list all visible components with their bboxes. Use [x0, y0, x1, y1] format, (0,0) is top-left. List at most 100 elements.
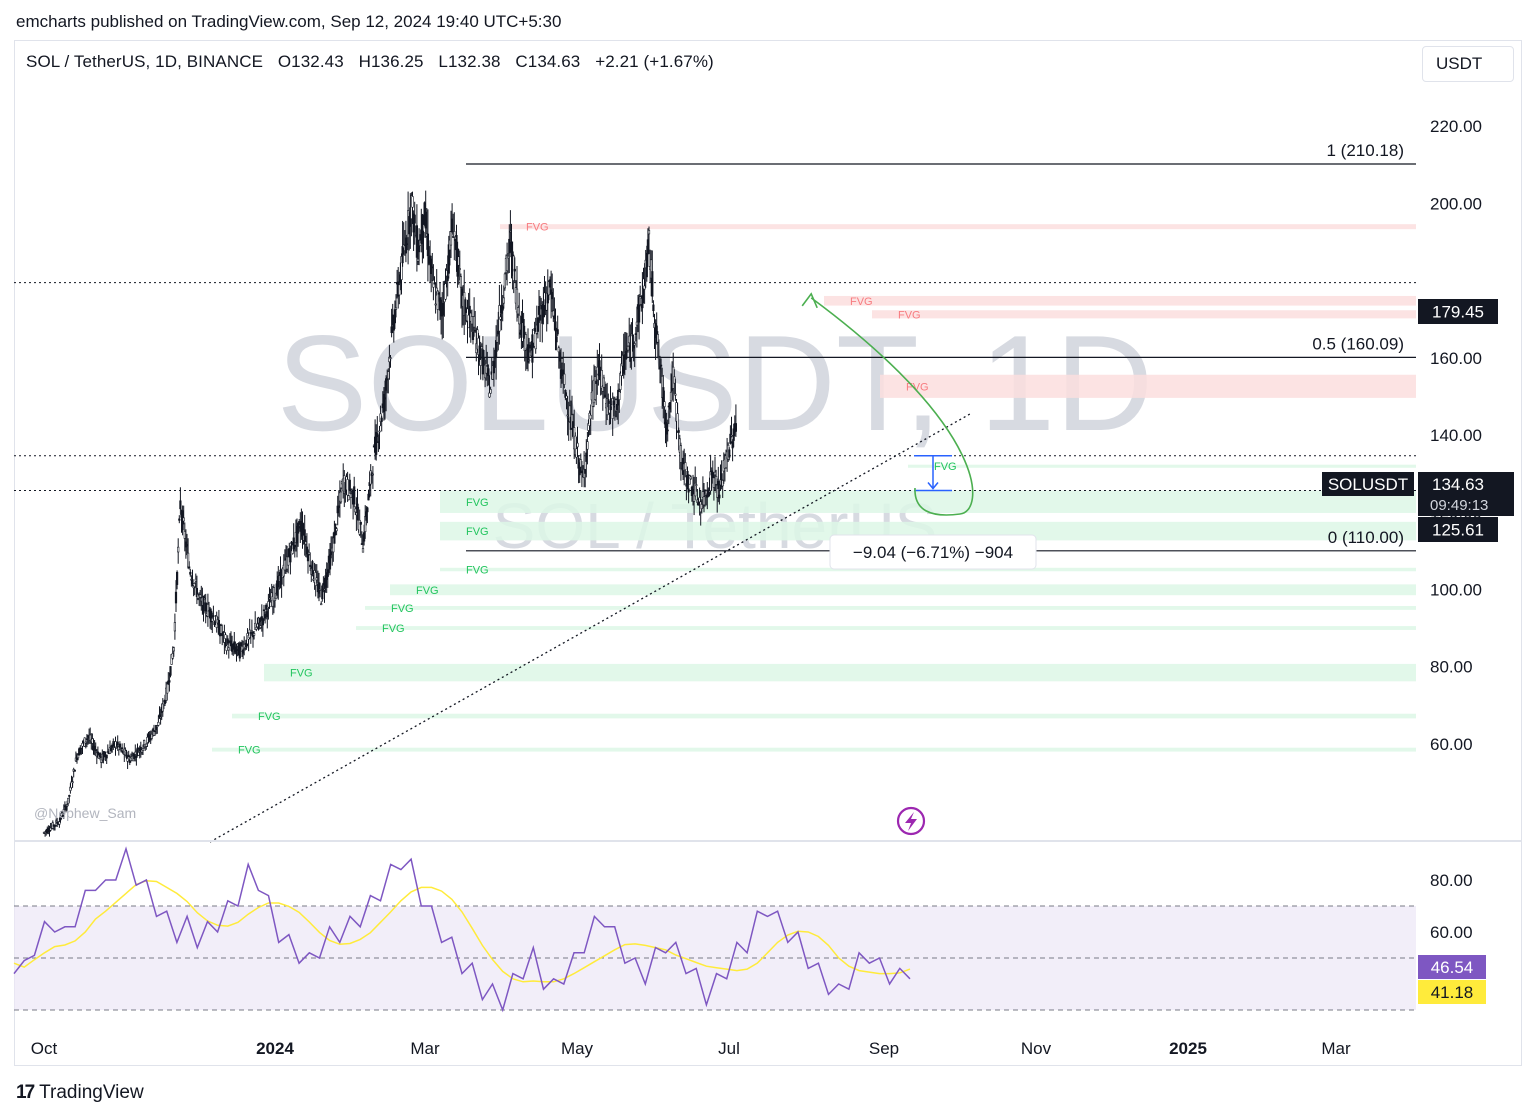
candle-body: [563, 373, 566, 385]
candle-body: [221, 634, 224, 637]
candle-body: [482, 358, 486, 360]
candle-body: [229, 640, 233, 647]
candle-body: [238, 646, 241, 659]
candle-body: [202, 596, 205, 614]
candle-body: [346, 479, 349, 496]
lightning-icon[interactable]: [896, 806, 926, 836]
candle-body: [49, 827, 52, 831]
candle-body: [529, 344, 532, 349]
candle-body: [401, 246, 404, 264]
candle-body: [118, 743, 121, 748]
candle-body: [449, 231, 453, 246]
candle-body: [585, 452, 588, 462]
candle-body: [349, 493, 353, 498]
candle-body: [320, 603, 323, 606]
candle-body: [309, 564, 312, 568]
candle-body: [470, 316, 474, 325]
candle-body: [684, 462, 687, 470]
candle-body: [669, 391, 673, 402]
candle-body: [702, 496, 706, 506]
candle-body: [135, 755, 138, 758]
tradingview-logo-text: TradingView: [39, 1082, 144, 1103]
candle-body: [178, 518, 181, 521]
candle-body: [204, 602, 207, 612]
candle-body: [283, 559, 287, 571]
measure-box[interactable]: [829, 534, 1037, 570]
candle-body: [154, 730, 157, 733]
candle-body: [444, 283, 447, 300]
candle-body: [393, 309, 397, 324]
symbol-tag: SOLUSDT: [1328, 475, 1408, 494]
price-axis-tick: 200.00: [1430, 194, 1482, 213]
candle-body: [437, 292, 441, 295]
candle-body: [179, 500, 182, 510]
fib-level-label: 0 (110.00): [1328, 528, 1404, 547]
candle-body: [365, 511, 368, 521]
candle-body: [540, 303, 543, 306]
candle-body: [81, 743, 84, 747]
measure-arrowhead: [927, 482, 939, 490]
candle-body: [258, 617, 261, 623]
candle-body: [242, 649, 245, 654]
candle-body: [509, 230, 512, 233]
fvg-label: FVG: [382, 623, 405, 635]
candle-body: [99, 752, 102, 758]
candle-body: [633, 343, 636, 346]
candle-body: [369, 470, 372, 485]
candle-body: [394, 307, 398, 310]
projection-path[interactable]: [810, 297, 974, 516]
candle-body: [382, 393, 386, 412]
candle-body: [390, 326, 393, 333]
candle-body: [689, 476, 692, 480]
candle-body: [249, 632, 252, 634]
candle-body: [554, 321, 557, 332]
currency-button[interactable]: USDT: [1422, 46, 1514, 82]
candle-body: [492, 360, 496, 374]
candle-body: [127, 754, 130, 758]
level-high-tag: 179.45: [1432, 303, 1484, 322]
candle-body: [177, 546, 180, 553]
candle-body: [126, 758, 129, 762]
candle-body: [566, 414, 569, 417]
tradingview-logo[interactable]: 17 TradingView: [16, 1082, 144, 1104]
candle-body: [665, 423, 668, 435]
candle-body: [553, 315, 556, 319]
candle-body: [645, 252, 648, 278]
fib-level-label: 1 (210.18): [1327, 141, 1405, 160]
candle-body: [542, 304, 545, 318]
candle-body: [157, 721, 160, 726]
fvg-label: FVG: [238, 745, 261, 757]
candle-body: [93, 745, 96, 750]
symbol-tag-bg: [1322, 472, 1414, 496]
candle-body: [143, 740, 146, 745]
legend-low: L132.38: [438, 52, 501, 71]
rsi-line[interactable]: [13, 846, 911, 1013]
legend-symbol[interactable]: SOL / TetherUS, 1D, BINANCE: [26, 52, 264, 71]
candle-body: [171, 653, 174, 659]
trendline[interactable]: [209, 413, 971, 843]
candle-body: [631, 334, 634, 337]
candle-body: [91, 738, 94, 744]
candle-body: [255, 627, 258, 630]
fvg-label: FVG: [416, 585, 439, 597]
candle-body: [673, 376, 676, 384]
candle-body: [220, 625, 223, 634]
candle-body: [48, 830, 51, 832]
candle-body: [643, 285, 646, 290]
candle-body: [595, 380, 598, 384]
candle-body: [405, 243, 409, 245]
rsi-ma-line[interactable]: [13, 879, 911, 983]
candle-body: [290, 541, 293, 545]
candle-body: [555, 336, 558, 343]
candle-body: [503, 273, 507, 289]
last-price-bg: [1418, 472, 1514, 516]
candle-body: [176, 571, 179, 585]
candle-body: [496, 335, 499, 343]
time-axis-tick: 2024: [256, 1039, 294, 1058]
candle-body: [603, 394, 607, 398]
candle-body: [467, 314, 470, 329]
candle-body: [450, 218, 454, 233]
candle-body: [326, 569, 329, 577]
candle-body: [262, 609, 266, 612]
